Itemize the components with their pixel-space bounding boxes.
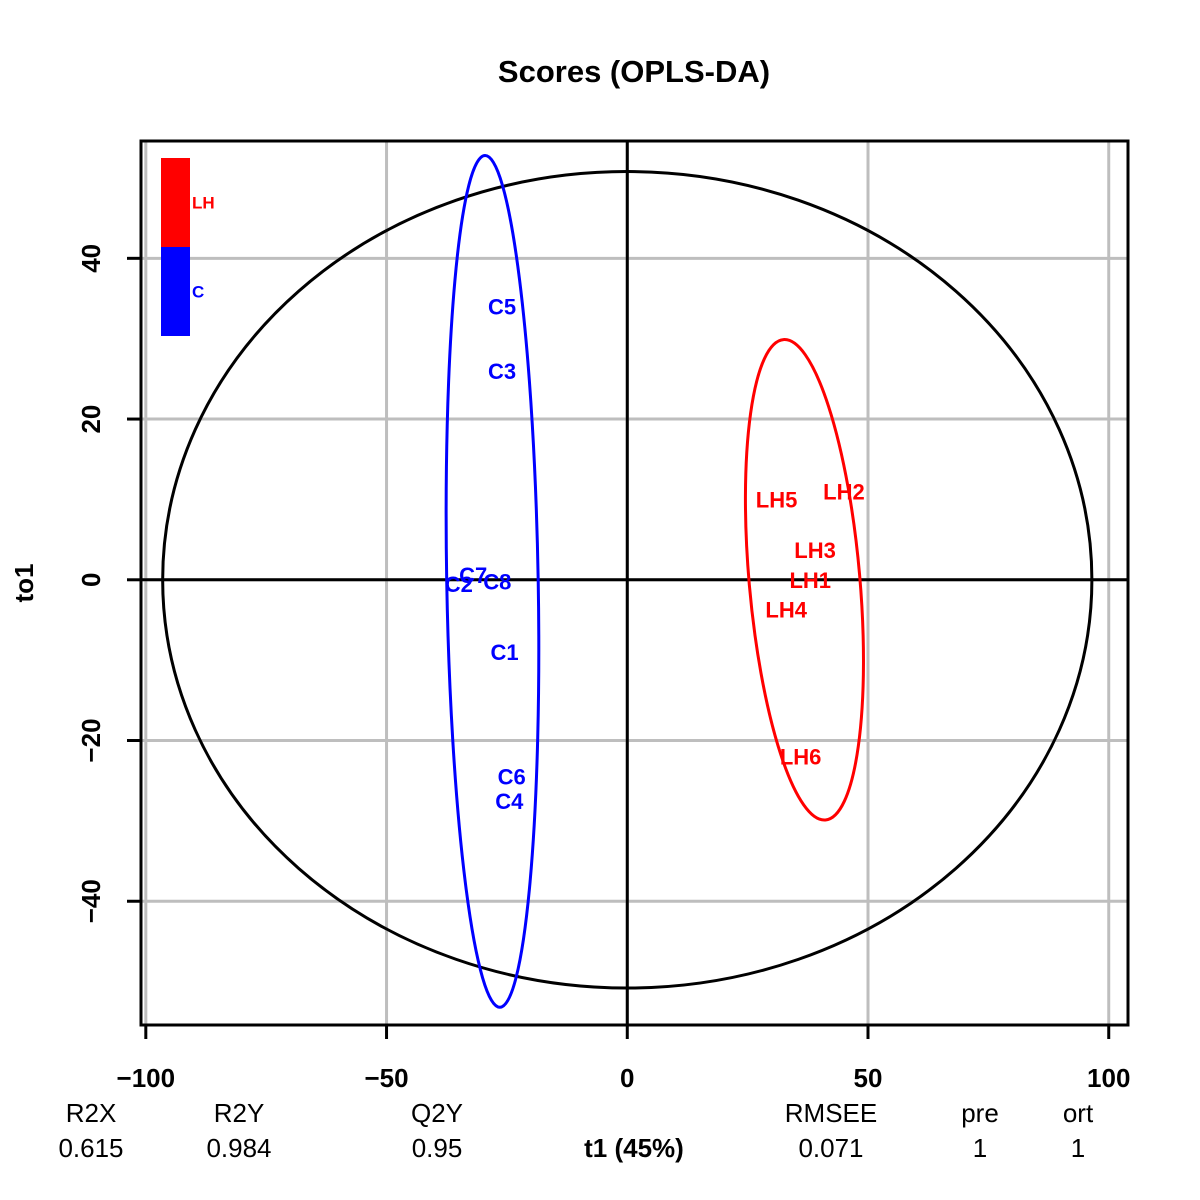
confidence-ellipse-c bbox=[444, 154, 541, 1009]
summary-value: 0.071 bbox=[798, 1133, 863, 1163]
x-tick-label: −50 bbox=[364, 1063, 408, 1093]
summary-table: R2X 0.615 R2Y 0.984 Q2Y 0.95 RMSEE 0.071 pre 1 ort… bbox=[58, 1098, 1093, 1163]
x-tick-label: −100 bbox=[117, 1063, 176, 1093]
hotelling-ellipse bbox=[161, 170, 1094, 990]
x-tick-label: 0 bbox=[620, 1063, 634, 1093]
axes bbox=[141, 141, 1128, 1025]
legend-label-c: C bbox=[192, 283, 204, 302]
point-label-lh1: LH1 bbox=[789, 568, 831, 593]
summary-header: RMSEE bbox=[785, 1098, 877, 1128]
x-axis-ticks: −100 −50 0 50 100 bbox=[117, 1025, 1130, 1093]
point-label-c5: C5 bbox=[488, 295, 516, 320]
point-label-c3: C3 bbox=[488, 359, 516, 384]
point-label-c2: C2 bbox=[445, 572, 473, 597]
y-axis-ticks: −40 −20 0 20 40 bbox=[76, 244, 141, 923]
point-label-lh2: LH2 bbox=[823, 479, 865, 504]
legend: LH C bbox=[161, 158, 215, 336]
y-axis-label: to1 bbox=[9, 564, 39, 603]
point-label-c6: C6 bbox=[498, 765, 526, 790]
confidence-ellipse-lh bbox=[743, 338, 865, 822]
summary-value: 0.95 bbox=[412, 1133, 463, 1163]
summary-value: 1 bbox=[973, 1133, 987, 1163]
summary-value: 0.615 bbox=[58, 1133, 123, 1163]
point-label-lh4: LH4 bbox=[765, 598, 807, 623]
x-axis-label: t1 (45%) bbox=[584, 1133, 684, 1163]
summary-header: R2X bbox=[66, 1098, 117, 1128]
point-label-lh6: LH6 bbox=[780, 745, 822, 770]
y-tick-label: 0 bbox=[76, 573, 106, 587]
y-tick-label: 20 bbox=[76, 405, 106, 434]
point-label-c8: C8 bbox=[483, 569, 511, 594]
chart-title: Scores (OPLS-DA) bbox=[498, 54, 770, 89]
summary-header: pre bbox=[961, 1098, 999, 1128]
point-label-lh5: LH5 bbox=[756, 487, 798, 512]
x-tick-label: 50 bbox=[854, 1063, 883, 1093]
y-tick-label: −40 bbox=[76, 879, 106, 923]
summary-header: Q2Y bbox=[411, 1098, 463, 1128]
summary-value: 1 bbox=[1071, 1133, 1085, 1163]
legend-label-lh: LH bbox=[192, 194, 215, 213]
point-label-c7: C7 bbox=[459, 563, 487, 588]
grid-lines bbox=[141, 141, 1128, 1025]
legend-swatch-lh bbox=[161, 158, 190, 247]
x-tick-label: 100 bbox=[1087, 1063, 1130, 1093]
legend-swatch-c bbox=[161, 247, 190, 336]
point-label-c1: C1 bbox=[490, 640, 518, 665]
summary-header: R2Y bbox=[214, 1098, 265, 1128]
point-label-c4: C4 bbox=[495, 789, 524, 814]
point-label-lh3: LH3 bbox=[794, 538, 836, 563]
y-tick-label: 40 bbox=[76, 244, 106, 273]
summary-value: 0.984 bbox=[206, 1133, 271, 1163]
y-tick-label: −20 bbox=[76, 718, 106, 762]
plot-frame bbox=[139, 139, 1130, 1027]
ellipses bbox=[161, 154, 1094, 1009]
summary-header: ort bbox=[1063, 1098, 1094, 1128]
